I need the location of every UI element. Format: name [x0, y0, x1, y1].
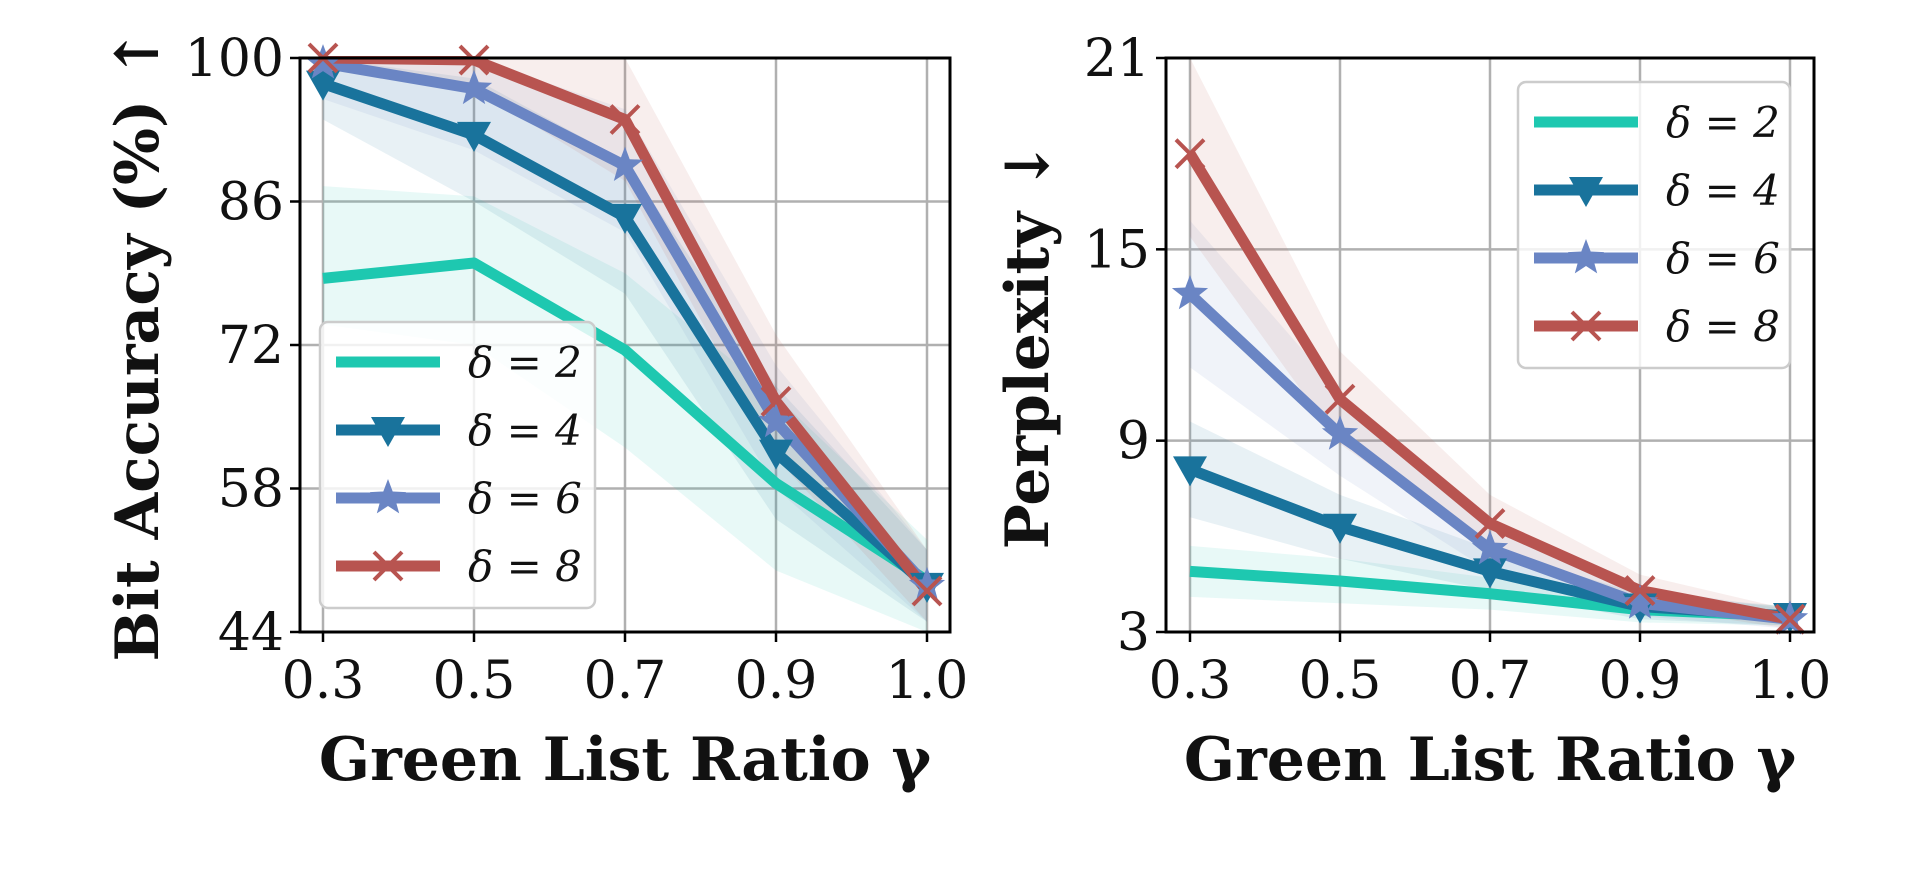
- point-star-marker: [455, 69, 493, 105]
- legend-star-marker: [369, 479, 407, 514]
- point-triangle-marker: [1473, 558, 1507, 589]
- legend-box: [1516, 80, 1792, 370]
- legend-label: δ = 8: [468, 542, 582, 591]
- legend-label: δ = 4: [468, 406, 582, 455]
- point-x-marker: [1474, 508, 1506, 539]
- x-axis-label: Green List Ratio γ: [1184, 725, 1797, 795]
- bit-accuracy-x-ticks: 0.3 0.5 0.7 0.9 1.0: [282, 632, 969, 711]
- point-triangle-marker: [457, 121, 491, 152]
- legend-triangle-marker: [1569, 177, 1603, 207]
- point-star-marker: [606, 146, 644, 181]
- perplexity-panel: 0.3 0.5 0.7 0.9 1.0 3 9 15 21 Green List Ratio γ P…: [993, 29, 1831, 795]
- legend-label: δ = 8: [1666, 302, 1780, 351]
- y-tick-label: 15: [1084, 220, 1150, 280]
- x-tick-label: 0.9: [1599, 651, 1682, 711]
- point-x-marker: [1624, 575, 1656, 606]
- y-tick-label: 100: [185, 29, 284, 89]
- legend-x-marker: [372, 550, 404, 582]
- y-tick-label: 86: [218, 173, 284, 233]
- point-star-marker: [908, 566, 946, 602]
- x-tick-label: 0.5: [1299, 651, 1382, 711]
- x-tick-label: 0.7: [584, 651, 667, 711]
- legend-triangle-marker: [371, 417, 405, 447]
- bit-accuracy-panel: 0.3 0.5 0.7 0.9 1.0 44 58 72 86 100 Green List Rat…: [103, 28, 968, 795]
- perplexity-legend: δ = 2 δ = 4 δ = 6 δ = 8: [1516, 80, 1792, 370]
- legend-star-marker: [1567, 239, 1605, 274]
- x-tick-label: 1.0: [1749, 651, 1832, 711]
- x-tick-label: 0.3: [282, 651, 365, 711]
- legend-box: [318, 320, 597, 610]
- y-axis-label: Perplexity ↓: [993, 141, 1063, 550]
- x-tick-label: 1.0: [886, 651, 969, 711]
- point-x-marker: [911, 575, 943, 607]
- bit-accuracy-y-ticks: 44 58 72 86 100: [185, 29, 300, 663]
- x-tick-label: 0.3: [1149, 651, 1232, 711]
- series-line-0: [322, 257, 930, 586]
- x-axis-label: Green List Ratio γ: [319, 725, 932, 795]
- point-star-marker: [757, 402, 795, 438]
- point-triangle-marker: [1323, 513, 1357, 544]
- perplexity-x-ticks: 0.3 0.5 0.7 0.9 1.0: [1149, 632, 1832, 711]
- y-tick-label: 44: [218, 603, 284, 663]
- point-star-marker: [1321, 415, 1359, 450]
- point-star-marker: [1471, 530, 1509, 565]
- point-x-marker: [760, 385, 792, 417]
- y-tick-label: 72: [218, 316, 284, 376]
- y-tick-label: 3: [1117, 603, 1150, 663]
- point-triangle-marker: [608, 203, 642, 234]
- legend-label: δ = 6: [468, 474, 582, 523]
- y-tick-label: 21: [1084, 29, 1150, 89]
- point-x-marker: [458, 44, 490, 76]
- legend-label: δ = 2: [468, 338, 582, 387]
- point-x-marker: [1324, 383, 1356, 415]
- point-x-marker: [1774, 603, 1806, 635]
- y-axis-label: Bit Accuracy (%) ↑: [103, 28, 173, 661]
- point-triangle-marker: [1173, 456, 1207, 487]
- y-tick-label: 9: [1117, 412, 1150, 472]
- point-x-marker: [1174, 138, 1206, 170]
- point-star-marker: [1171, 275, 1209, 310]
- legend-label: δ = 4: [1666, 166, 1780, 215]
- point-star-marker: [1621, 584, 1659, 619]
- point-star-marker: [304, 44, 342, 79]
- point-triangle-marker: [306, 70, 340, 101]
- bit-accuracy-legend: δ = 2 δ = 4 δ = 6 δ = 8: [318, 320, 597, 610]
- perplexity-markers: [1171, 138, 1809, 635]
- legend-x-marker: [1570, 310, 1602, 342]
- perplexity-y-ticks: 3 9 15 21: [1084, 29, 1166, 663]
- x-tick-label: 0.9: [735, 651, 818, 711]
- point-triangle-marker: [759, 439, 793, 470]
- point-x-marker: [609, 104, 641, 135]
- x-tick-label: 0.5: [433, 651, 516, 711]
- legend-label: δ = 6: [1666, 234, 1780, 283]
- x-tick-label: 0.7: [1449, 651, 1532, 711]
- band-0: [323, 186, 927, 632]
- legend-label: δ = 2: [1666, 98, 1780, 147]
- y-tick-label: 58: [218, 460, 284, 520]
